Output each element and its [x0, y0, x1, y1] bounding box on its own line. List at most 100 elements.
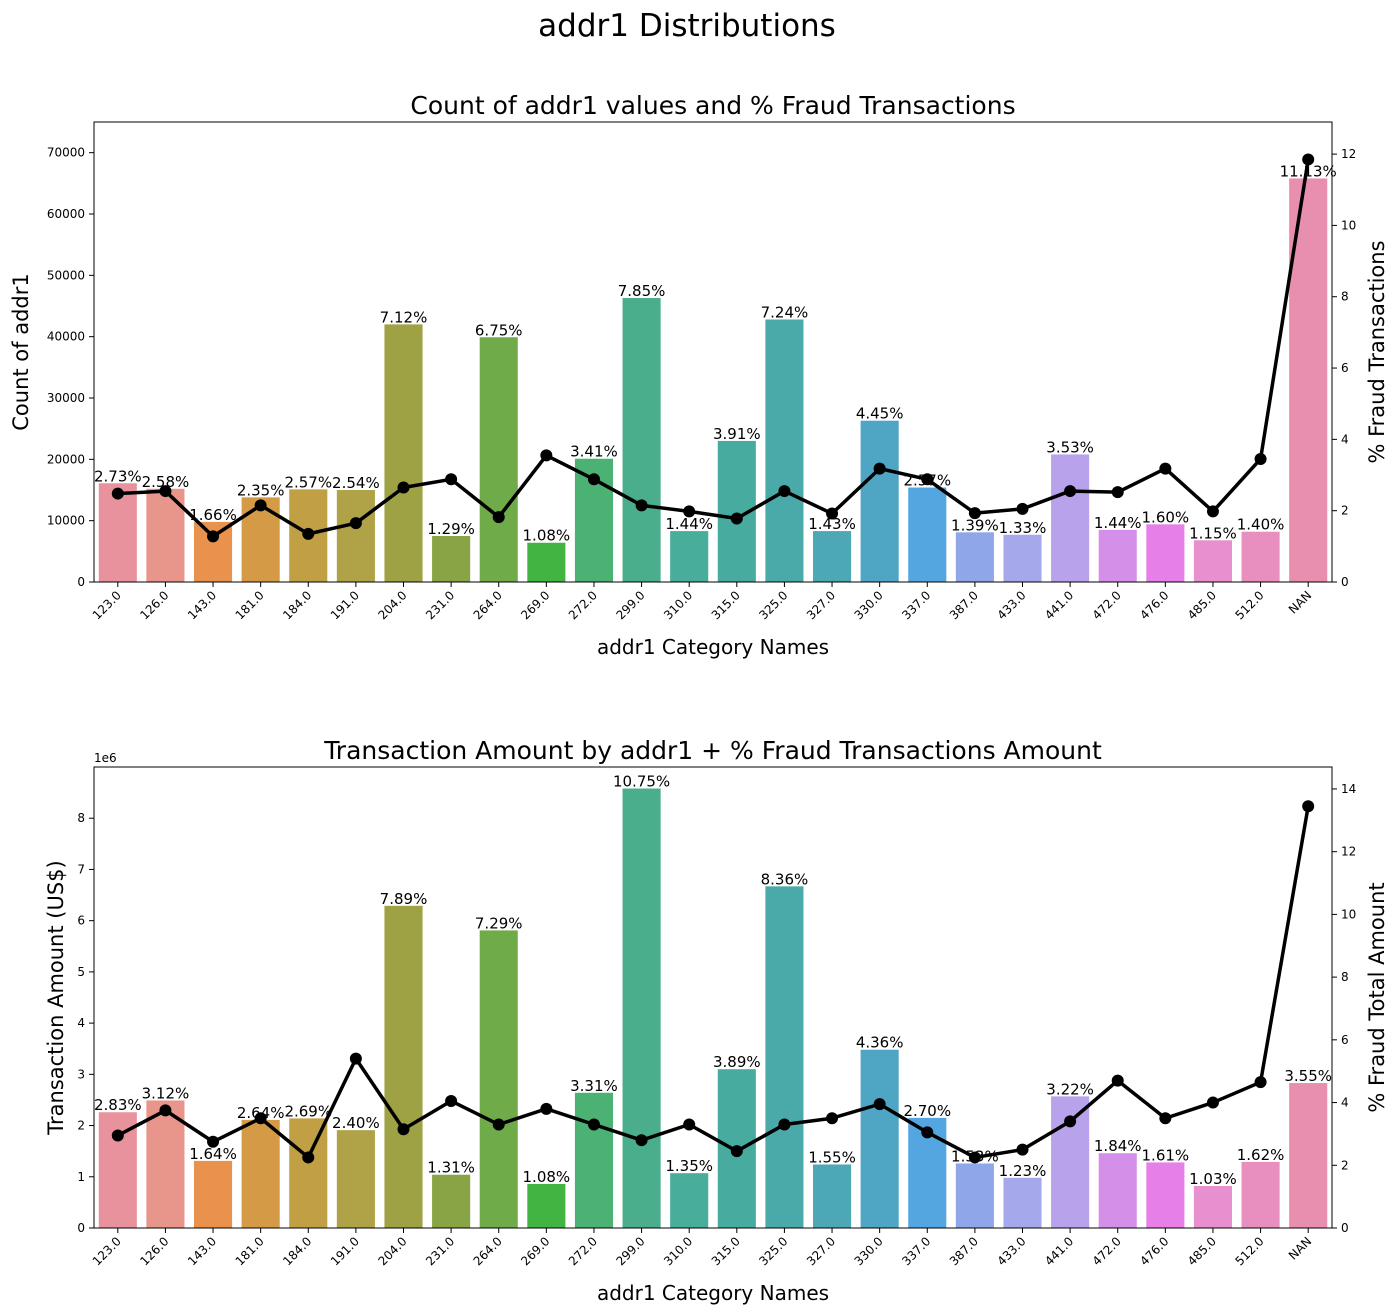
bar-label: 4.45%: [856, 405, 904, 423]
x-tick-label: 485.0: [1185, 1234, 1219, 1268]
bar-143.0: [193, 1160, 233, 1228]
fraud-point-310.0: [683, 505, 696, 518]
x-tick-label: 184.0: [280, 588, 314, 622]
y2-axis-label: % Fraud Total Amount: [1365, 882, 1389, 1112]
x-tick-label: 126.0: [137, 1234, 171, 1268]
x-tick-label: 325.0: [756, 588, 790, 622]
x-tick-label: 485.0: [1185, 588, 1219, 622]
bar-label: 7.29%: [475, 914, 523, 932]
fraud-point-485.0: [1206, 505, 1219, 518]
fraud-point-310.0: [683, 1118, 696, 1131]
bar-231.0: [432, 1174, 471, 1228]
x-tick-label: 387.0: [947, 588, 981, 622]
x-tick-label: 433.0: [994, 1234, 1028, 1268]
y-tick-label: 6: [77, 914, 85, 928]
x-axis-label: addr1 Category Names: [597, 635, 829, 659]
x-tick-label: 204.0: [375, 1234, 409, 1268]
fraud-point-299.0: [635, 499, 648, 512]
fraud-point-269.0: [540, 449, 553, 462]
y-tick-label: 70000: [47, 146, 85, 160]
fraud-point-143.0: [207, 530, 220, 543]
fraud-point-264.0: [492, 1118, 505, 1131]
x-tick-label: 387.0: [947, 1234, 981, 1268]
fraud-point-433.0: [1016, 502, 1029, 515]
bar-label: 10.75%: [613, 773, 670, 791]
fraud-point-126.0: [159, 1104, 172, 1117]
fraud-point-184.0: [302, 527, 315, 540]
bar-label: 1.35%: [665, 1157, 713, 1175]
y2-tick-label: 14: [1341, 782, 1356, 796]
x-tick-label: 315.0: [709, 1234, 743, 1268]
bar-264.0: [479, 930, 518, 1228]
fraud-point-441.0: [1064, 1115, 1077, 1128]
bar-label: 7.85%: [618, 282, 666, 300]
fraud-point-476.0: [1159, 462, 1172, 475]
bar-label: 2.83%: [94, 1096, 142, 1114]
bar-label: 3.31%: [570, 1077, 618, 1095]
x-tick-label: 143.0: [185, 588, 219, 622]
y2-tick-label: 2: [1341, 504, 1349, 518]
y2-tick-label: 6: [1341, 1033, 1349, 1047]
x-tick-label: 269.0: [518, 1234, 552, 1268]
x-tick-label: 143.0: [185, 1234, 219, 1268]
bar-label: 1.43%: [808, 515, 856, 533]
x-tick-label: 512.0: [1233, 588, 1267, 622]
bar-330.0: [860, 420, 899, 582]
bar-485.0: [1193, 540, 1233, 582]
x-tick-label: 231.0: [423, 1234, 457, 1268]
fraud-point-123.0: [111, 1129, 124, 1142]
bar-label: 1.23%: [999, 1162, 1047, 1180]
chart-amount: Transaction Amount by addr1 + % Fraud Tr…: [44, 736, 1389, 1305]
y-tick-label: 8: [77, 811, 85, 825]
x-tick-label: 264.0: [471, 588, 505, 622]
bar-472.0: [1098, 529, 1137, 582]
x-tick-label: 184.0: [280, 1234, 314, 1268]
bar-NAN: [1289, 1083, 1328, 1228]
y2-tick-label: 12: [1341, 147, 1356, 161]
chart-title: Count of addr1 values and % Fraud Transa…: [410, 91, 1015, 120]
x-tick-label: 181.0: [233, 1234, 267, 1268]
bar-label: 1.44%: [1094, 514, 1142, 532]
bar-441.0: [1051, 454, 1090, 582]
bar-269.0: [527, 542, 566, 582]
x-tick-label: 191.0: [328, 1234, 362, 1268]
x-tick-label: 472.0: [1090, 1234, 1124, 1268]
y-tick-label: 1: [77, 1170, 85, 1184]
bar-label: 1.40%: [1237, 516, 1285, 534]
x-tick-label: 472.0: [1090, 588, 1124, 622]
bar-label: 11.13%: [1280, 162, 1337, 180]
y2-tick-label: 4: [1341, 1096, 1349, 1110]
fraud-point-472.0: [1111, 486, 1124, 499]
fraud-point-512.0: [1254, 1076, 1267, 1089]
fraud-point-330.0: [873, 1098, 886, 1111]
fraud-point-337.0: [921, 473, 934, 486]
x-tick-label: 181.0: [233, 588, 267, 622]
bar-330.0: [860, 1049, 899, 1228]
x-tick-label: 476.0: [1137, 1234, 1171, 1268]
y-tick-label: 5: [77, 965, 85, 979]
plot-frame: [93, 766, 1333, 1229]
bar-label: 1.60%: [1142, 508, 1190, 526]
bar-label: 3.22%: [1046, 1080, 1094, 1098]
y-tick-label: 40000: [47, 330, 85, 344]
x-tick-label: 126.0: [137, 588, 171, 622]
fraud-point-181.0: [254, 1112, 267, 1125]
fraud-point-269.0: [540, 1102, 553, 1115]
bar-label: 7.89%: [380, 890, 428, 908]
bar-label: 2.35%: [237, 481, 285, 499]
fraud-point-272.0: [587, 1118, 600, 1131]
bar-310.0: [670, 1173, 709, 1228]
bar-204.0: [384, 324, 423, 582]
x-tick-label: 315.0: [709, 588, 743, 622]
bar-231.0: [432, 536, 471, 582]
bar-label: 2.40%: [332, 1114, 380, 1132]
fraud-line: [117, 159, 1310, 539]
x-tick-label: 433.0: [994, 588, 1028, 622]
bar-label: 2.54%: [332, 474, 380, 492]
fraud-point-184.0: [302, 1151, 315, 1164]
bar-label: 3.89%: [713, 1053, 761, 1071]
y2-axis-label: % Fraud Transactions: [1365, 240, 1389, 463]
y2-tick-label: 0: [1341, 575, 1349, 589]
x-tick-label: 272.0: [566, 588, 600, 622]
